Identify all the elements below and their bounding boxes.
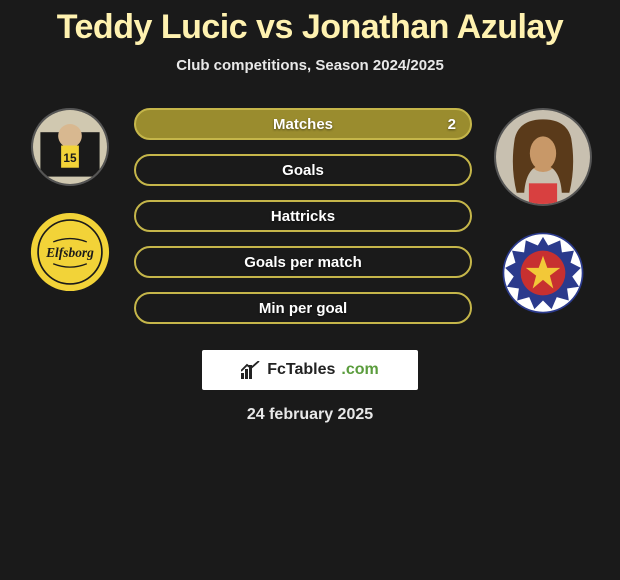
- player-left-photo-placeholder: 15: [33, 110, 107, 184]
- stat-label: Goals per match: [244, 254, 362, 271]
- player-left-avatar: 15: [31, 108, 109, 186]
- player-right-photo-placeholder: [496, 110, 590, 204]
- stat-bar-matches: Matches 2: [134, 108, 472, 140]
- stat-label: Goals: [282, 162, 324, 179]
- brand-text-2: .com: [341, 361, 378, 379]
- right-column: [494, 102, 592, 316]
- stat-bars: Matches 2 Goals Hattricks Goals per matc…: [134, 102, 472, 324]
- stat-label: Matches: [273, 116, 333, 133]
- club-left-logo: Elfsborg: [28, 210, 112, 294]
- comparison-card: Teddy Lucic vs Jonathan Azulay Club comp…: [0, 0, 620, 580]
- stat-bar-mpg: Min per goal: [134, 292, 472, 324]
- page-title: Teddy Lucic vs Jonathan Azulay: [57, 8, 563, 47]
- stat-bar-gpm: Goals per match: [134, 246, 472, 278]
- svg-text:15: 15: [63, 151, 77, 165]
- player-right-avatar: [494, 108, 592, 206]
- stat-label: Hattricks: [271, 208, 335, 225]
- stat-bar-goals: Goals: [134, 154, 472, 186]
- club-right-logo: [500, 230, 586, 316]
- stat-label: Min per goal: [259, 300, 347, 317]
- stat-bar-hattricks: Hattricks: [134, 200, 472, 232]
- chart-icon: [241, 361, 261, 379]
- middle-row: 15 Elfsborg Matches 2 Goals: [0, 102, 620, 324]
- left-column: 15 Elfsborg: [28, 102, 112, 294]
- subtitle: Club competitions, Season 2024/2025: [176, 57, 444, 74]
- date-text: 24 february 2025: [247, 406, 373, 424]
- brand-badge: FcTables .com: [202, 350, 418, 390]
- stat-value-right: 2: [448, 116, 456, 133]
- brand-text-1: FcTables: [267, 361, 335, 379]
- svg-text:Elfsborg: Elfsborg: [45, 245, 94, 260]
